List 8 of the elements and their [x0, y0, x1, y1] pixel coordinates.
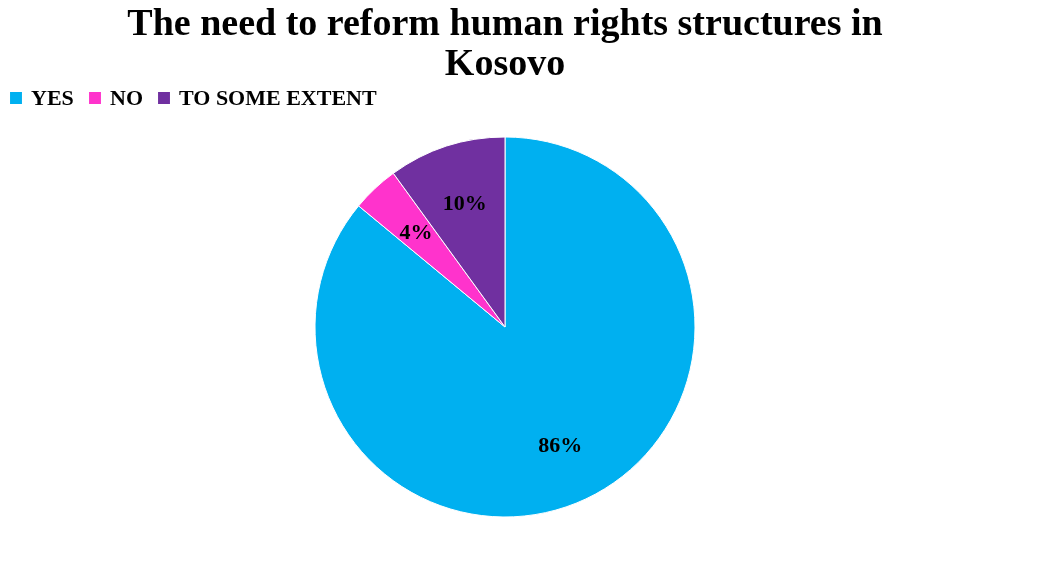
chart-title: The need to reform human rights structures in Kosovo [127, 1, 883, 83]
data-label: 4% [399, 219, 433, 245]
data-label: 10% [442, 190, 487, 216]
legend-label: TO SOME EXTENT [179, 85, 377, 110]
pie-slice [314, 136, 696, 518]
legend-label: YES [31, 85, 74, 110]
data-label: 86% [538, 431, 583, 457]
legend-label: NO [110, 85, 143, 110]
